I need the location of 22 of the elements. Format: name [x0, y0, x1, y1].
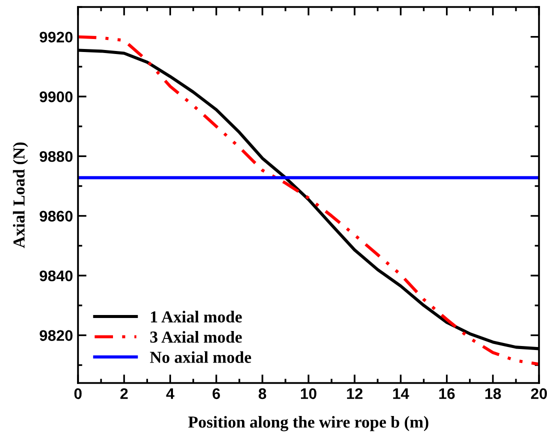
y-tick-label: 9900 — [40, 91, 73, 102]
x-tick-label: 2 — [120, 388, 128, 399]
y-tick-label: 9820 — [40, 330, 73, 341]
x-tick-label: 14 — [393, 388, 410, 399]
x-tick-label: 8 — [258, 388, 266, 400]
y-axis-title: Axial Load (N) — [12, 142, 28, 248]
x-tick-label: 6 — [212, 388, 220, 400]
x-tick-label: 12 — [347, 388, 362, 399]
x-tick-label: 20 — [531, 388, 547, 400]
x-axis-title: Position along the wire rope b (m) — [188, 416, 428, 432]
y-tick-label: 9860 — [40, 210, 73, 222]
x-tick-label: 16 — [439, 388, 455, 400]
y-tick-label: 9880 — [40, 151, 73, 162]
legend-label: 3 Axial mode — [150, 331, 242, 343]
y-tick-label: 9920 — [40, 32, 73, 43]
x-tick-label: 18 — [485, 388, 501, 400]
x-tick-label: 10 — [300, 388, 316, 400]
x-tick-label: 0 — [74, 388, 82, 400]
y-tick-label: 9840 — [40, 270, 73, 282]
legend-label: No axial mode — [150, 351, 252, 363]
legend-label: 1 Axial mode — [151, 310, 242, 323]
x-tick-label: 4 — [166, 388, 174, 399]
